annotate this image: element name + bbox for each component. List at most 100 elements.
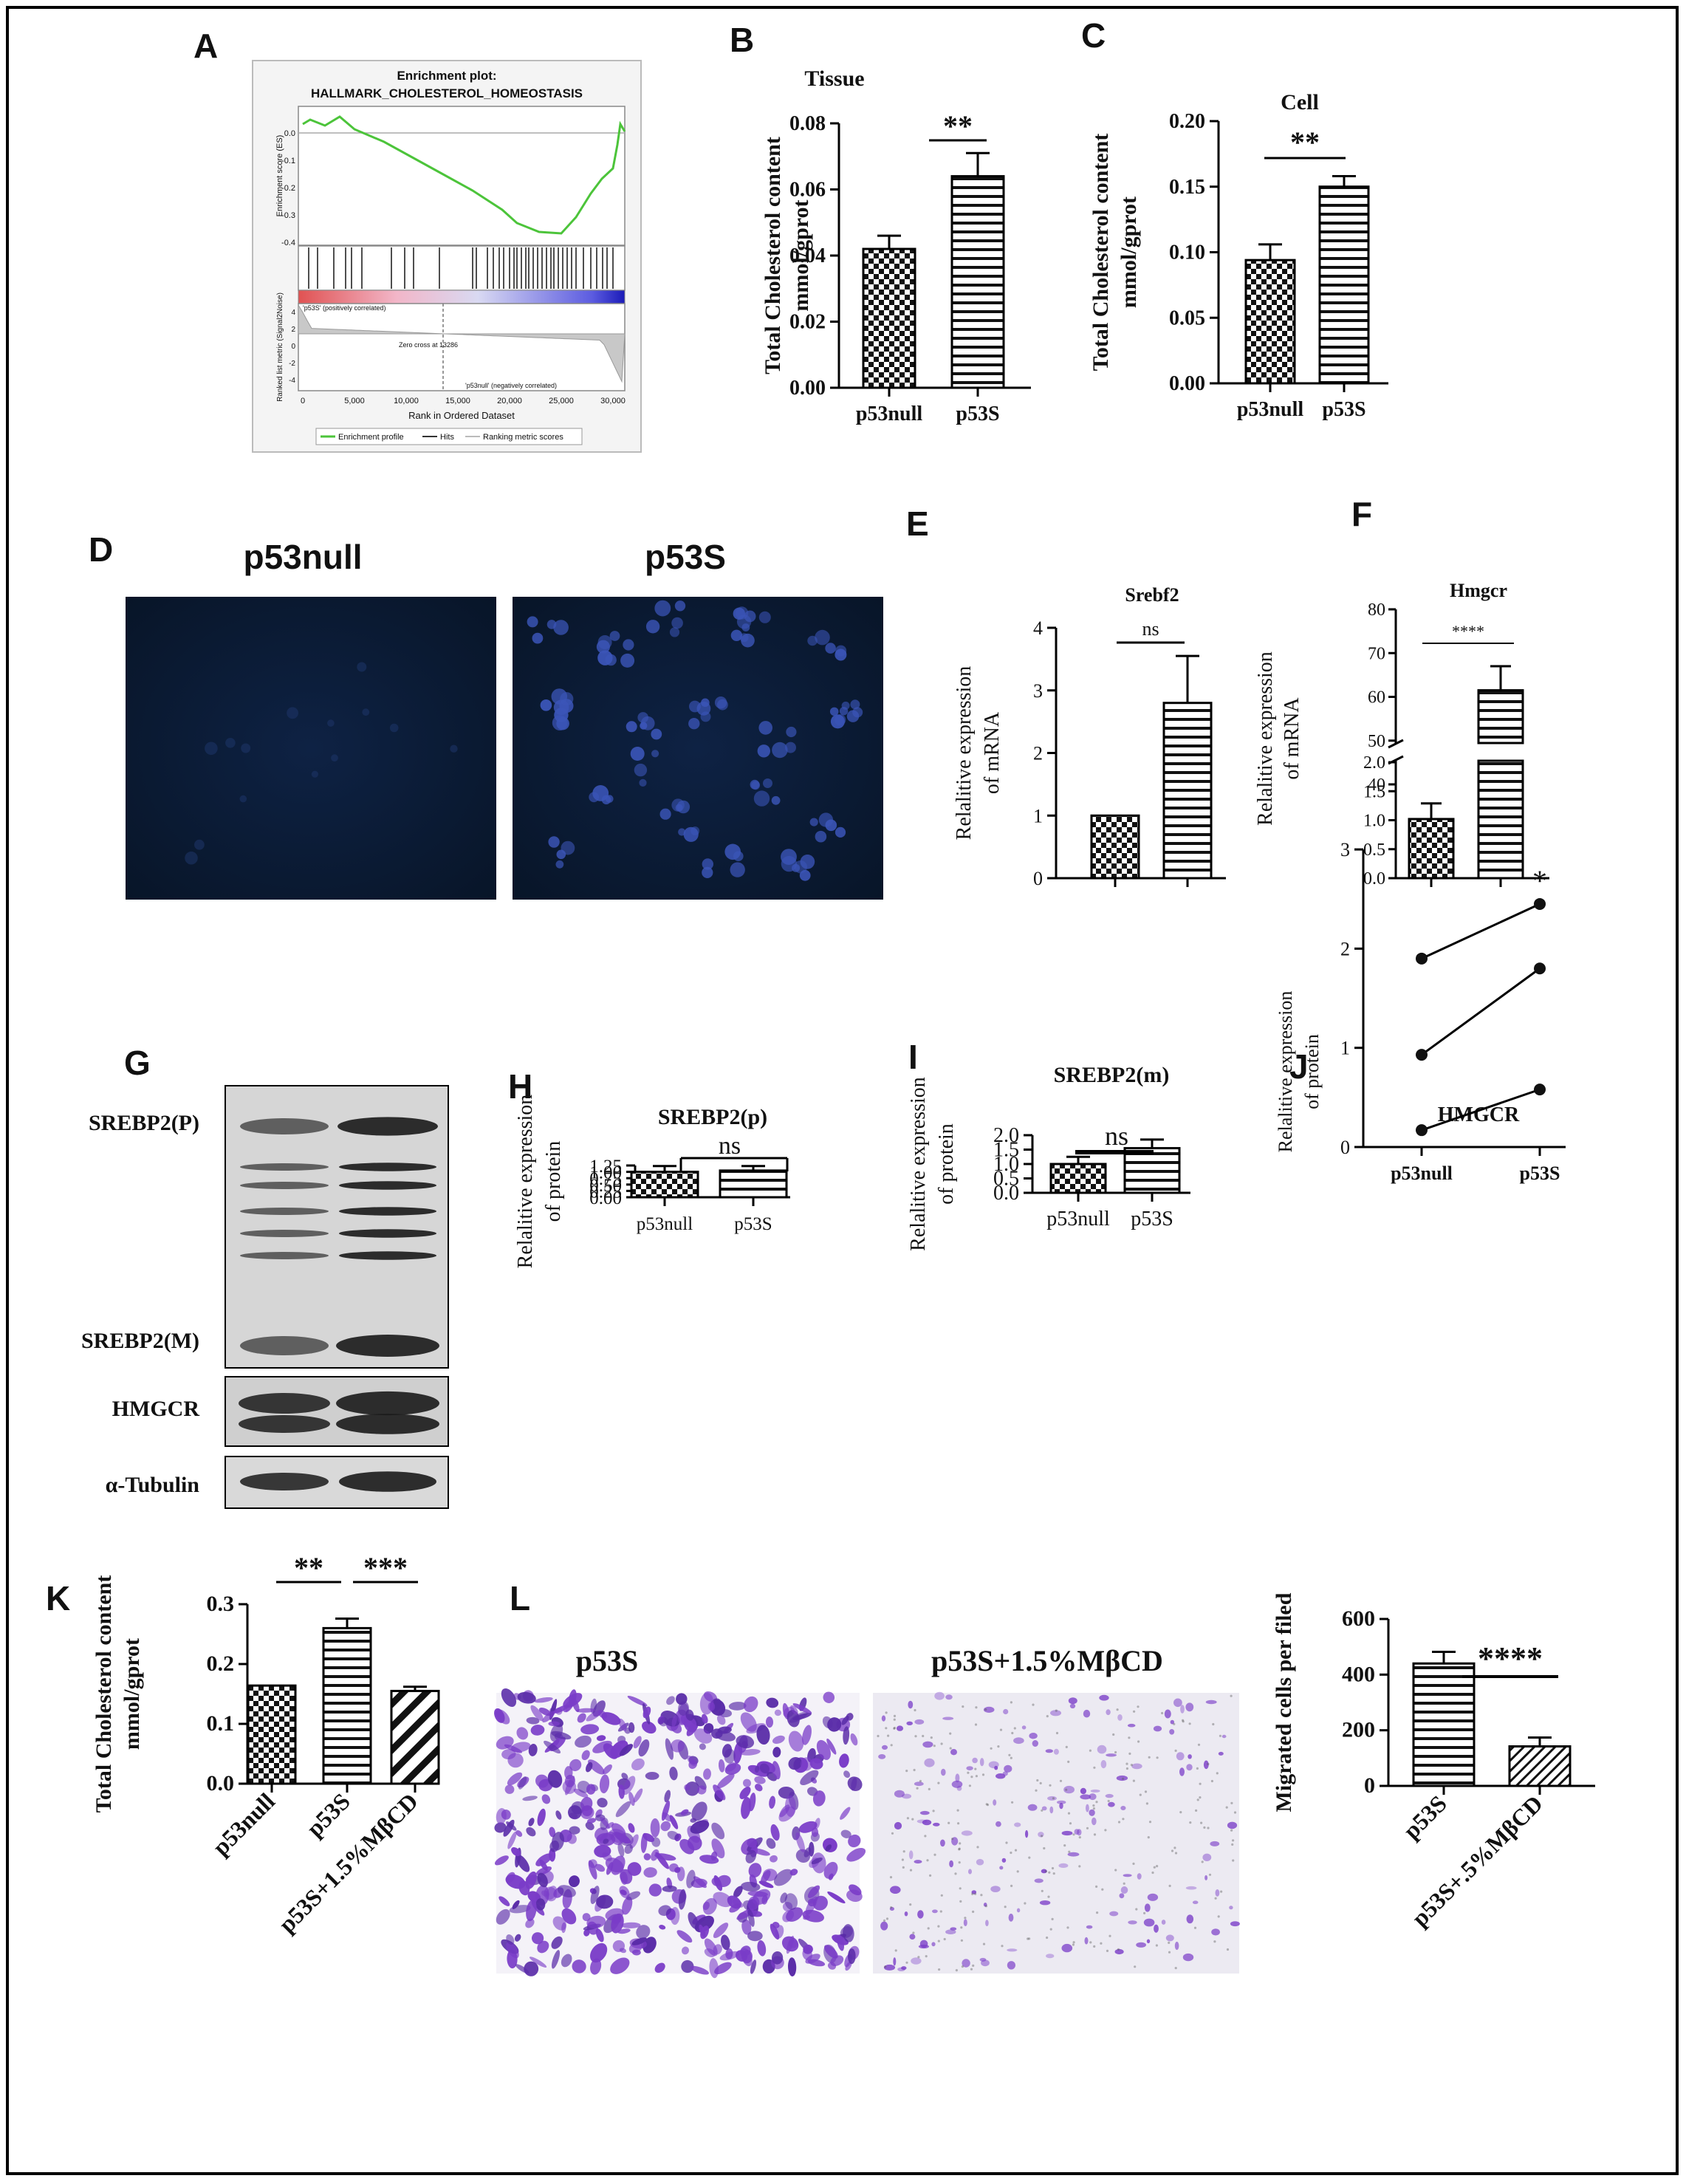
bar-group-1 bbox=[1090, 814, 1140, 880]
gsea-x-tick: 20,000 bbox=[497, 397, 522, 405]
x-tick-label: p53S bbox=[1520, 1163, 1560, 1184]
y-tick-label: 50 bbox=[1368, 732, 1385, 751]
gsea-rank-bar bbox=[298, 290, 626, 304]
y-tick-label: 0.10 bbox=[1169, 242, 1205, 264]
paired-line bbox=[1421, 968, 1541, 1056]
bar-p53null bbox=[247, 1684, 297, 1785]
data-point bbox=[1416, 1124, 1428, 1137]
bar-p53null bbox=[1049, 1163, 1107, 1194]
significance-marker: **** bbox=[1452, 622, 1484, 640]
x-tick-label: p53null bbox=[1237, 398, 1303, 421]
bar-p53S bbox=[950, 175, 1005, 389]
y-tick-label: 0.00 bbox=[789, 377, 826, 400]
significance-marker: ns bbox=[1142, 618, 1159, 640]
gsea-es-tick: 0.0 bbox=[284, 129, 295, 138]
y-tick-label: 1.5 bbox=[1363, 782, 1385, 801]
y-tick-label: 0.0 bbox=[207, 1771, 235, 1796]
y-tick-label: 0 bbox=[1340, 1137, 1350, 1158]
y-tick-label: 0.0 bbox=[1363, 869, 1385, 889]
gsea-es-ylabel: Enrichment score (ES) bbox=[275, 135, 284, 217]
chart-k: 0.0 0.1 0.2 0.3 Total Cholesterol content mmo… bbox=[92, 1551, 440, 1938]
migrated-cells bbox=[494, 1688, 1240, 1979]
y-tick-label: 80 bbox=[1368, 600, 1385, 620]
fluorescence-image-p53null bbox=[126, 597, 496, 900]
y-tick-label: 0.08 bbox=[789, 112, 826, 135]
y-tick-label: 0.04 bbox=[789, 244, 826, 267]
gsea-pos-label: 'p53S' (positively correlated) bbox=[303, 304, 386, 312]
blot-label-hmgcr: HMGCR bbox=[112, 1397, 200, 1421]
y-tick-label: 2.0 bbox=[993, 1124, 1019, 1147]
bar-group-2-upper bbox=[1477, 689, 1524, 744]
x-tick-label: p53S bbox=[1131, 1208, 1173, 1230]
panel-letter-b: B bbox=[730, 21, 754, 59]
panel-d-left-label: p53null bbox=[243, 538, 362, 576]
panel-letter-a: A bbox=[193, 27, 218, 65]
chart-title: SREBP2(p) bbox=[658, 1105, 767, 1129]
y-axis-label: mmol/gprot bbox=[120, 1638, 144, 1750]
bar-p53S bbox=[1318, 185, 1370, 385]
fluorescent-cells bbox=[185, 600, 863, 881]
bar-p53S bbox=[322, 1626, 372, 1785]
y-tick-label: 0.75 bbox=[589, 1169, 622, 1189]
gsea-neg-label: 'p53null' (negatively correlated) bbox=[465, 382, 557, 389]
y-tick-label: 0.20 bbox=[1169, 110, 1205, 133]
y-tick-label: 0 bbox=[1033, 868, 1043, 889]
y-axis-label: Total Cholesterol content bbox=[1089, 134, 1113, 372]
panel-letter-d: D bbox=[89, 530, 113, 569]
panel-letter-l: L bbox=[510, 1579, 530, 1618]
gsea-metric-tick: 2 bbox=[291, 326, 295, 334]
gsea-x-tick: 15,000 bbox=[445, 397, 470, 405]
y-tick-label: 1.0 bbox=[993, 1153, 1019, 1176]
y-tick-label: 0.3 bbox=[207, 1592, 235, 1616]
bar-p53null bbox=[1244, 259, 1296, 385]
data-point bbox=[1534, 1084, 1546, 1096]
y-tick-label: 200 bbox=[1342, 1718, 1375, 1742]
x-tick-label: p53null bbox=[1046, 1208, 1110, 1230]
chart-i: SREBP2(m) 0.00.51.01.52.0 Relalitive expre… bbox=[907, 1063, 1190, 1251]
y-axis-label: Total Cholesterol content bbox=[92, 1575, 116, 1813]
y-tick-label: 0.25 bbox=[589, 1182, 622, 1202]
gsea-title-1: Enrichment plot: bbox=[397, 69, 496, 83]
chart-title: SREBP2(m) bbox=[1054, 1063, 1170, 1087]
paired-line bbox=[1421, 903, 1541, 960]
gsea-es-tick: -0.3 bbox=[281, 211, 295, 220]
bar-p53S+.5%MβCD bbox=[1508, 1745, 1572, 1787]
bar-p53S bbox=[1123, 1147, 1181, 1194]
blot-label-srebp2m: SREBP2(M) bbox=[81, 1329, 199, 1353]
gsea-legend-3: Ranking metric scores bbox=[483, 433, 563, 442]
significance-marker: ** bbox=[943, 109, 973, 143]
paired-line bbox=[1421, 1088, 1541, 1132]
gsea-zero-cross: Zero cross at 13286 bbox=[399, 341, 458, 349]
y-tick-label: 0.1 bbox=[207, 1711, 235, 1736]
blot-label-srebp2p: SREBP2(P) bbox=[89, 1111, 199, 1135]
y-tick-label: 3 bbox=[1340, 839, 1350, 860]
y-tick-label: 0.5 bbox=[1363, 841, 1385, 860]
y-tick-label: 2 bbox=[1340, 938, 1350, 959]
gsea-hit-lines bbox=[308, 247, 614, 289]
gsea-es-tick: -0.1 bbox=[281, 157, 295, 165]
bar-p53S bbox=[719, 1169, 788, 1199]
x-tick-label: p53S bbox=[1398, 1790, 1452, 1844]
gsea-x-tick: 10,000 bbox=[394, 397, 419, 405]
y-tick-label: 0 bbox=[1364, 1773, 1375, 1798]
chart-f: Hmgcr 0.0 0.5 1.0 1.5 2.0 40 50 60 70 80 Relalitive… bbox=[1254, 580, 1549, 889]
panel-letter-f: F bbox=[1351, 495, 1372, 533]
y-tick-label: 0.06 bbox=[789, 179, 826, 202]
chart-title: Hmgcr bbox=[1450, 580, 1507, 601]
x-tick-label: p53null bbox=[208, 1787, 280, 1860]
panel-letter-e: E bbox=[906, 504, 929, 543]
bar-group-1 bbox=[1408, 818, 1455, 880]
y-axis-label: of protein bbox=[935, 1123, 958, 1205]
y-tick-label: 2 bbox=[1033, 743, 1043, 764]
significance-marker: ** bbox=[294, 1551, 323, 1584]
gsea-metric-ylabel: Ranked list metric (Signal2Noise) bbox=[276, 292, 284, 402]
y-tick-label: 0.02 bbox=[789, 311, 826, 334]
y-axis-label: of protein bbox=[1301, 1034, 1323, 1109]
gsea-metric-tick: 0 bbox=[291, 343, 295, 351]
gsea-x-tick: 0 bbox=[301, 397, 305, 405]
chart-j: 0 1 2 3 p53null p53S HMGCR Relalitive expressio… bbox=[1275, 839, 1566, 1184]
y-axis-label: Relalitive expression bbox=[514, 1095, 537, 1269]
y-tick-label: 0.05 bbox=[1169, 307, 1205, 329]
